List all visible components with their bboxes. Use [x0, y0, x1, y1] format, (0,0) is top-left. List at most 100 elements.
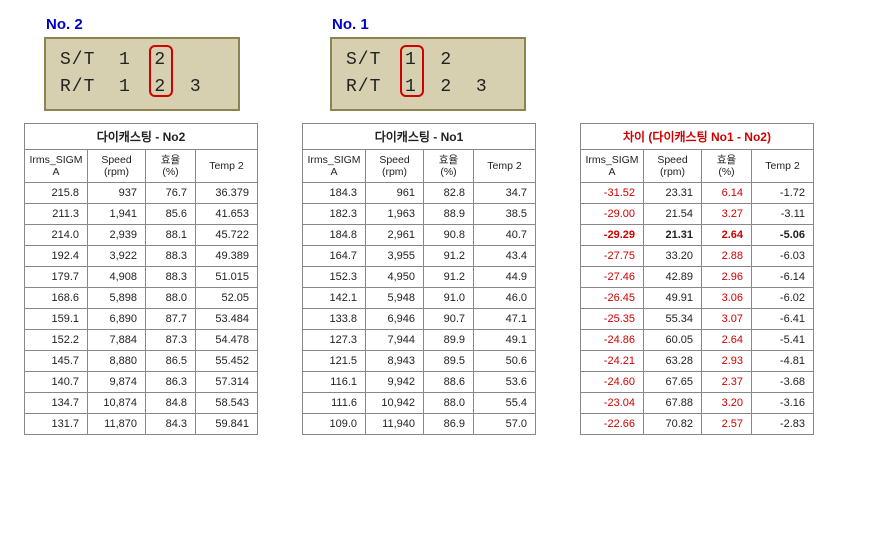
table-cell: 3,955 — [366, 246, 424, 267]
table-cell: -5.06 — [752, 225, 814, 246]
table-cell: -31.52 — [581, 183, 644, 204]
table-cell: 60.05 — [644, 330, 702, 351]
table-row: 131.711,87084.359.841 — [25, 414, 258, 435]
table-cell: 2.64 — [702, 225, 752, 246]
data-table-2: 차이 (다이캐스팅 No1 - No2)Irms_SIGMASpeed(rpm)… — [580, 123, 814, 435]
config-panels-row: No. 2S/T 1 2R/T 1 2 3No. 1S/T 1 2R/T 1 2… — [24, 16, 872, 111]
table-cell: 90.8 — [424, 225, 474, 246]
table-cell: 76.7 — [146, 183, 196, 204]
table-row: -29.2921.312.64-5.06 — [581, 225, 814, 246]
table-cell: 5,948 — [366, 288, 424, 309]
table-cell: 70.82 — [644, 414, 702, 435]
table-cell: 55.452 — [196, 351, 258, 372]
table-cell: 7,884 — [88, 330, 146, 351]
table-cell: 87.7 — [146, 309, 196, 330]
column-header: Speed(rpm) — [644, 150, 702, 183]
table-cell: 34.7 — [474, 183, 536, 204]
table-row: 164.73,95591.243.4 — [303, 246, 536, 267]
table-cell: 184.3 — [303, 183, 366, 204]
table-row: -27.7533.202.88-6.03 — [581, 246, 814, 267]
table-row: -24.2163.282.93-4.81 — [581, 351, 814, 372]
table-cell: 85.6 — [146, 204, 196, 225]
table-cell: 45.722 — [196, 225, 258, 246]
table-cell: 10,942 — [366, 393, 424, 414]
table-cell: 133.8 — [303, 309, 366, 330]
table-title: 다이캐스팅 - No2 — [25, 124, 258, 150]
table-cell: 182.3 — [303, 204, 366, 225]
table-cell: 961 — [366, 183, 424, 204]
table-cell: 86.5 — [146, 351, 196, 372]
table-row: 134.710,87484.858.543 — [25, 393, 258, 414]
table-cell: 4,908 — [88, 267, 146, 288]
table-cell: 49.389 — [196, 246, 258, 267]
table-cell: 6.14 — [702, 183, 752, 204]
table-row: 192.43,92288.349.389 — [25, 246, 258, 267]
table-row: -25.3555.343.07-6.41 — [581, 309, 814, 330]
config-box: S/T 1 2R/T 1 2 3 — [44, 37, 240, 111]
table-cell: 88.6 — [424, 372, 474, 393]
table-cell: 2,961 — [366, 225, 424, 246]
table-cell: 2.93 — [702, 351, 752, 372]
table-cell: 40.7 — [474, 225, 536, 246]
table-cell: 2.64 — [702, 330, 752, 351]
column-header: Temp 2 — [752, 150, 814, 183]
column-header: Irms_SIGMA — [581, 150, 644, 183]
table-cell: 152.2 — [25, 330, 88, 351]
table-cell: 23.31 — [644, 183, 702, 204]
table-cell: 87.3 — [146, 330, 196, 351]
column-header: Irms_SIGMA — [303, 150, 366, 183]
table-cell: 111.6 — [303, 393, 366, 414]
table-cell: 67.88 — [644, 393, 702, 414]
table-cell: -5.41 — [752, 330, 814, 351]
table-cell: 88.3 — [146, 246, 196, 267]
table-cell: 11,870 — [88, 414, 146, 435]
table-row: 159.16,89087.753.484 — [25, 309, 258, 330]
table-cell: -6.03 — [752, 246, 814, 267]
table-title: 다이캐스팅 - No1 — [303, 124, 536, 150]
table-row: -24.6067.652.37-3.68 — [581, 372, 814, 393]
table-cell: 116.1 — [303, 372, 366, 393]
table-cell: 937 — [88, 183, 146, 204]
table-cell: 145.7 — [25, 351, 88, 372]
table-cell: -24.21 — [581, 351, 644, 372]
table-row: 142.15,94891.046.0 — [303, 288, 536, 309]
table-cell: 9,874 — [88, 372, 146, 393]
table-cell: 6,890 — [88, 309, 146, 330]
table-row: 121.58,94389.550.6 — [303, 351, 536, 372]
table-cell: 192.4 — [25, 246, 88, 267]
config-box: S/T 1 2R/T 1 2 3 — [330, 37, 526, 111]
table-title: 차이 (다이캐스팅 No1 - No2) — [581, 124, 814, 150]
table-cell: 6,946 — [366, 309, 424, 330]
config-rt-line: R/T 1 2 3 — [346, 74, 510, 101]
table-cell: 47.1 — [474, 309, 536, 330]
table-cell: 84.3 — [146, 414, 196, 435]
table-cell: -22.66 — [581, 414, 644, 435]
table-cell: 184.8 — [303, 225, 366, 246]
table-cell: -3.68 — [752, 372, 814, 393]
table-cell: -6.02 — [752, 288, 814, 309]
config-st-line: S/T 1 2 — [346, 47, 510, 74]
table-cell: 142.1 — [303, 288, 366, 309]
table-cell: 43.4 — [474, 246, 536, 267]
config-block-2: No. 1S/T 1 2R/T 1 2 3 — [330, 16, 526, 111]
table-row: 179.74,90888.351.015 — [25, 267, 258, 288]
table-cell: -6.41 — [752, 309, 814, 330]
table-cell: 58.543 — [196, 393, 258, 414]
table-cell: -23.04 — [581, 393, 644, 414]
table-cell: 7,944 — [366, 330, 424, 351]
table-cell: 3.07 — [702, 309, 752, 330]
column-header: 효율(%) — [702, 150, 752, 183]
table-cell: 10,874 — [88, 393, 146, 414]
table-cell: 2,939 — [88, 225, 146, 246]
table-cell: 134.7 — [25, 393, 88, 414]
table-cell: 140.7 — [25, 372, 88, 393]
table-cell: 11,940 — [366, 414, 424, 435]
table-cell: 21.54 — [644, 204, 702, 225]
table-cell: 91.0 — [424, 288, 474, 309]
table-cell: 53.484 — [196, 309, 258, 330]
table-cell: 2.37 — [702, 372, 752, 393]
table-cell: 8,943 — [366, 351, 424, 372]
table-cell: 89.9 — [424, 330, 474, 351]
table-row: -31.5223.316.14-1.72 — [581, 183, 814, 204]
config-title: No. 2 — [44, 16, 240, 33]
